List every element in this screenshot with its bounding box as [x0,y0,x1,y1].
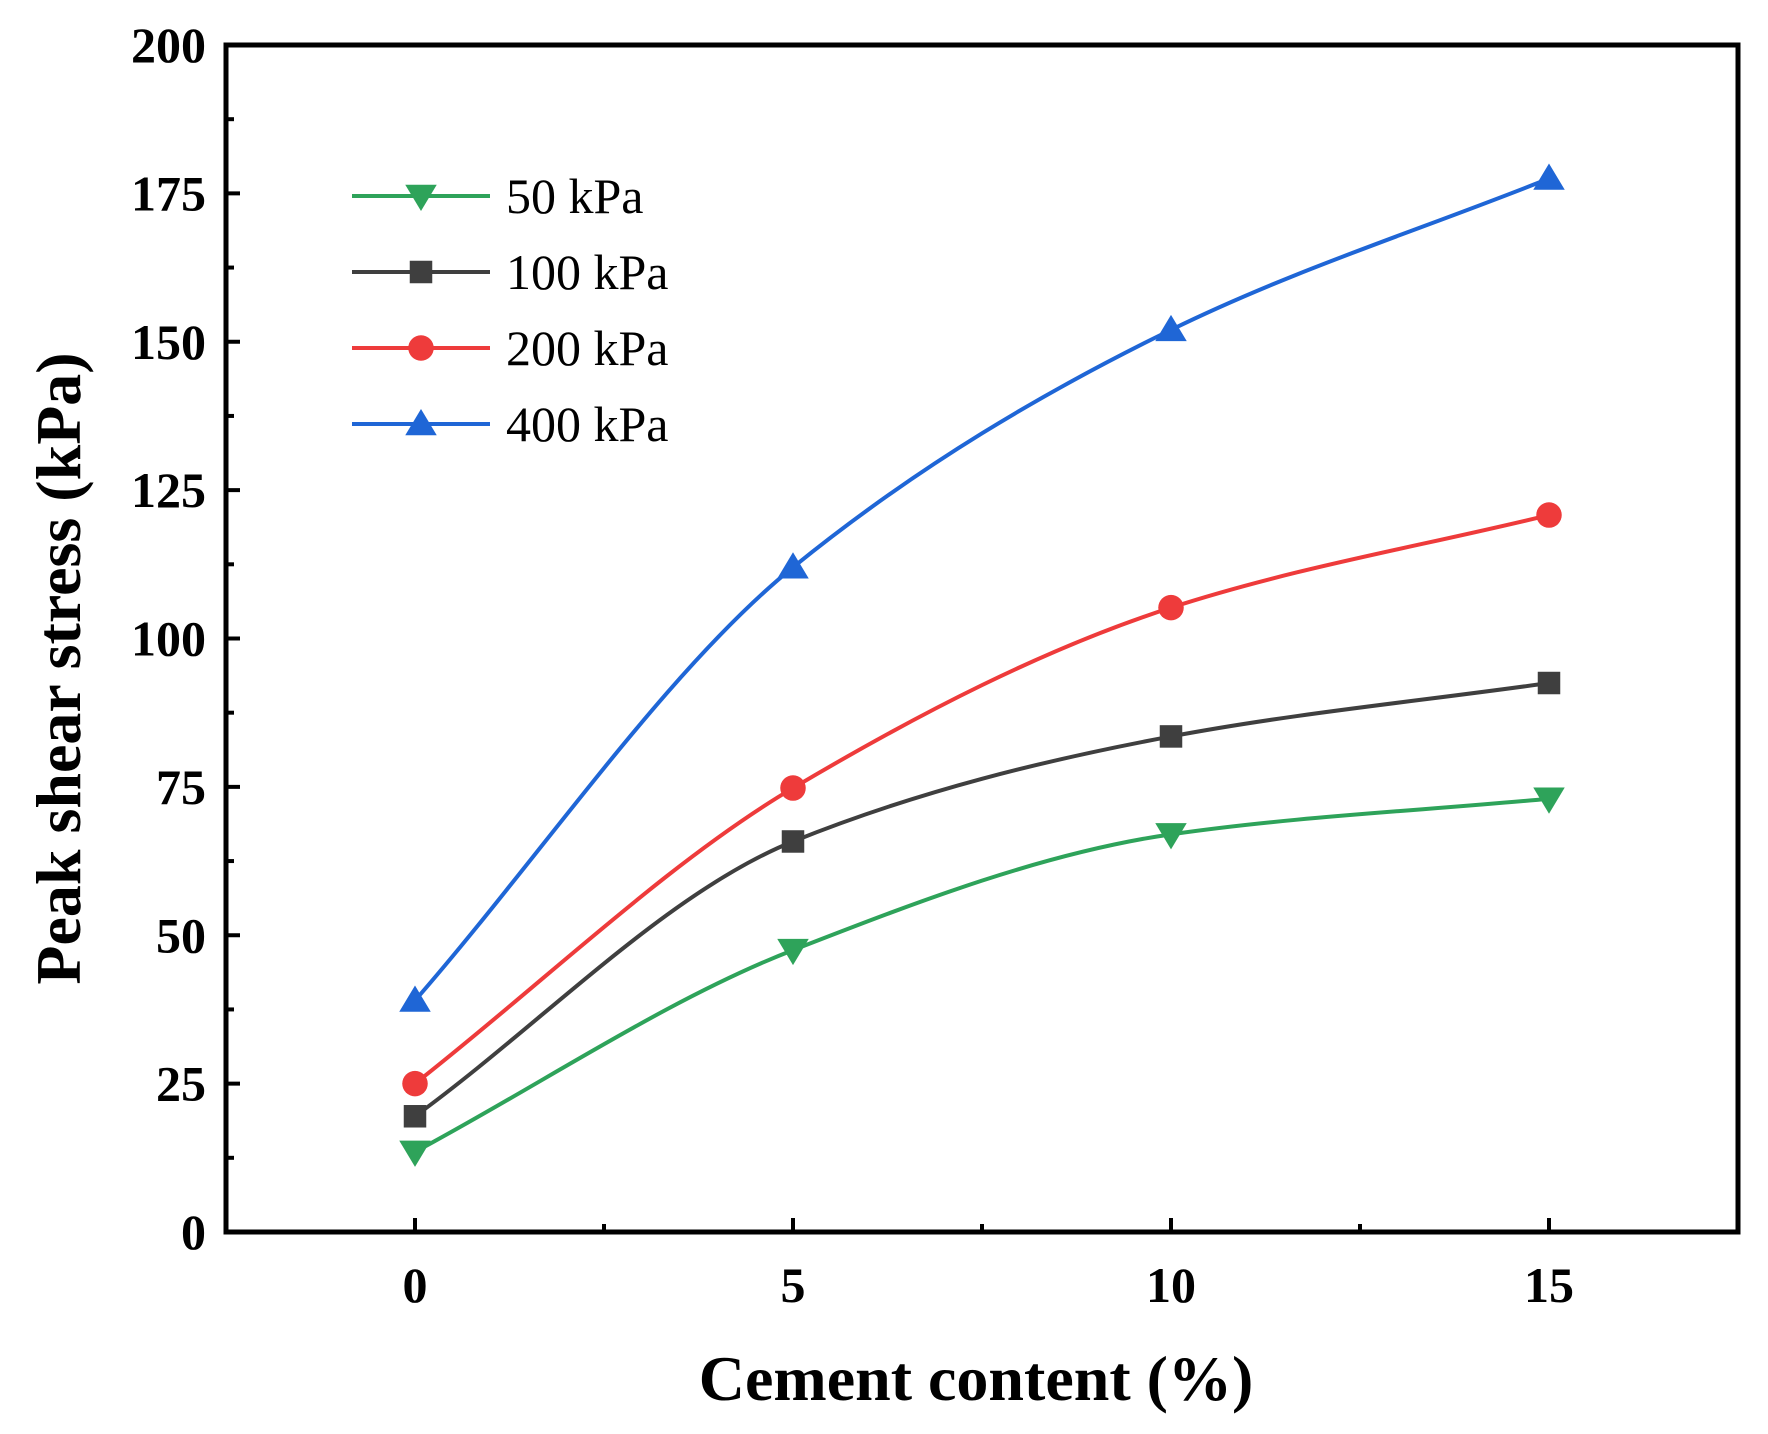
data-point-100-kpa [1537,671,1561,695]
data-point-200-kpa [402,1070,428,1097]
legend-item-400-kpa: 400 kPa [352,396,669,452]
data-point-400-kpa [1155,314,1187,342]
y-tick-label: 175 [131,165,206,221]
data-point-400-kpa [777,552,809,579]
series-line-400-kpa [413,176,1550,1002]
y-tick-label: 125 [131,462,206,518]
data-point-400-kpa [399,985,431,1012]
y-tick-label: 100 [131,611,206,667]
y-tick-label: 0 [181,1204,206,1260]
legend-marker [408,335,434,361]
x-axis-title: Cement content (%) [699,1343,1254,1414]
series-50-kpa [399,787,1565,1167]
ticks-layer: 0 25 50 75 100 125 150 175 200 0 5 10 15 [131,17,1574,1313]
y-tick-label: 50 [156,907,206,963]
legend-marker [409,260,433,284]
data-point-50-kpa [399,1140,431,1167]
y-tick-label: 25 [156,1056,206,1112]
series-line-200-kpa [413,513,1550,1086]
data-point-200-kpa [1158,594,1184,621]
data-point-100-kpa [403,1105,427,1128]
legend: 50 kPa 100 kPa 200 kPa 400 kPa [352,168,669,452]
legend-label: 400 kPa [506,396,669,452]
series-layer [399,163,1565,1167]
y-axis-title: Peak shear stress (kPa) [23,352,94,984]
data-point-50-kpa [777,938,809,966]
legend-item-50-kpa: 50 kPa [352,168,644,224]
data-point-50-kpa [1533,787,1565,814]
series-400-kpa [399,163,1565,1012]
x-tick-label: 10 [1146,1257,1196,1313]
data-point-100-kpa [1159,725,1183,748]
data-point-100-kpa [781,830,805,853]
legend-item-100-kpa: 100 kPa [352,244,669,300]
legend-label: 50 kPa [506,168,644,224]
x-tick-label: 0 [403,1257,428,1313]
series-100-kpa [403,671,1561,1128]
data-point-200-kpa [1536,502,1562,528]
y-tick-label: 200 [131,17,206,73]
data-point-50-kpa [1155,823,1187,850]
series-line-100-kpa [413,681,1550,1118]
series-200-kpa [402,502,1562,1097]
data-point-200-kpa [780,775,806,801]
legend-label: 100 kPa [506,244,669,300]
legend-marker [405,409,437,436]
y-tick-label: 75 [156,759,206,815]
series-line-50-kpa [414,796,1550,1154]
x-tick-label: 5 [781,1257,806,1313]
legend-item-200-kpa: 200 kPa [352,320,669,376]
legend-marker [405,184,437,211]
x-tick-label: 15 [1524,1257,1574,1313]
data-point-400-kpa [1533,163,1565,190]
y-tick-label: 150 [131,314,206,370]
legend-label: 200 kPa [506,320,669,376]
